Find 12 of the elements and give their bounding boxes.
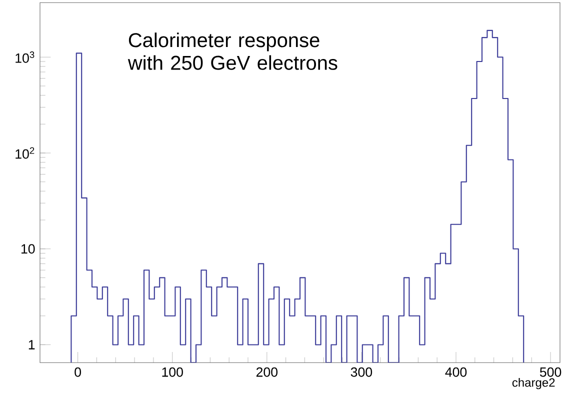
annotation: Calorimeter response with 250 GeV electrons [128, 32, 338, 70]
x-tick-label: 500 [540, 367, 562, 377]
x-tick-label: 300 [350, 367, 372, 377]
x-tick-label: 100 [162, 367, 183, 377]
y-tick-label: 10$^{2}$ [16, 147, 34, 159]
x-tick-label: 0 [74, 367, 82, 377]
y-tick-label: 10 [21, 244, 35, 254]
x-tick-label: 400 [445, 367, 467, 377]
y-tick-label: 10$^{3}$ [16, 51, 34, 63]
x-axis-title: charge2 [512, 378, 555, 390]
x-tick-label: 200 [256, 367, 278, 377]
y-tick-label: 1 [28, 340, 35, 350]
